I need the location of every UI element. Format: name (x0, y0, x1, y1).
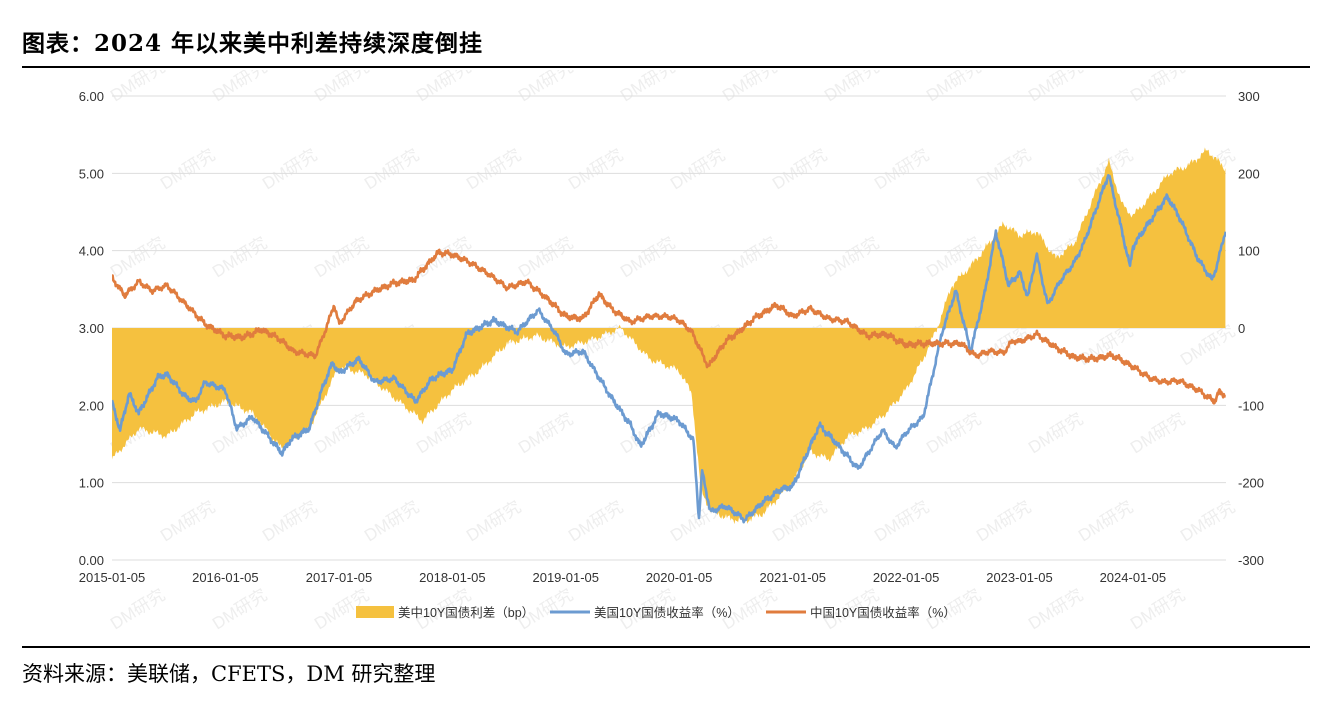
watermark-text: DM研究 (1177, 497, 1238, 545)
watermark-text: DM研究 (463, 145, 524, 193)
watermark-text: DM研究 (311, 233, 372, 281)
figure-source: 资料来源：美联储，CFETS，DM 研究整理 (22, 662, 436, 686)
left-axis-tick-label: 4.00 (79, 244, 104, 259)
watermark-text: DM研究 (719, 70, 780, 105)
left-axis-tick-label: 6.00 (79, 89, 104, 104)
watermark-text: DM研究 (259, 497, 320, 545)
watermark-text: DM研究 (209, 585, 270, 633)
legend-label: 美国10Y国债收益率（%） (594, 605, 740, 620)
watermark-text: DM研究 (667, 145, 728, 193)
watermark-text: DM研究 (515, 233, 576, 281)
left-axis-tick-label: 3.00 (79, 321, 104, 336)
legend-label: 中国10Y国债收益率（%） (810, 605, 956, 620)
x-axis-tick-label: 2021-01-05 (760, 570, 827, 585)
watermark-text: DM研究 (1025, 70, 1086, 105)
watermark-text: DM研究 (515, 409, 576, 457)
title-rule (22, 66, 1310, 68)
right-axis-tick-label: 0 (1238, 321, 1245, 336)
watermark-text: DM研究 (565, 145, 626, 193)
watermark-text: DM研究 (311, 70, 372, 105)
watermark-text: DM研究 (769, 145, 830, 193)
x-axis-tick-label: 2015-01-05 (79, 570, 146, 585)
x-axis-tick-label: 2016-01-05 (192, 570, 259, 585)
left-axis-tick-label: 0.00 (79, 553, 104, 568)
watermark-text: DM研究 (209, 233, 270, 281)
legend-swatch-spread (356, 606, 394, 618)
watermark-text: DM研究 (361, 497, 422, 545)
watermark-text: DM研究 (259, 145, 320, 193)
watermark-text: DM研究 (617, 70, 678, 105)
right-axis-tick-label: 300 (1238, 89, 1260, 104)
watermark-text: DM研究 (769, 497, 830, 545)
x-axis-tick-label: 2020-01-05 (646, 570, 713, 585)
watermark-text: DM研究 (973, 497, 1034, 545)
watermark-text: DM研究 (821, 70, 882, 105)
watermark-text: DM研究 (1127, 409, 1188, 457)
right-axis-tick-label: -300 (1238, 553, 1264, 568)
x-axis-tick-label: 2019-01-05 (532, 570, 599, 585)
watermark-text: DM研究 (923, 409, 984, 457)
watermark-text: DM研究 (157, 497, 218, 545)
watermark-text: DM研究 (1075, 497, 1136, 545)
watermark-text: DM研究 (1025, 585, 1086, 633)
us-yield-line (112, 174, 1226, 524)
watermark-text: DM研究 (565, 497, 626, 545)
watermark-text: DM研究 (1127, 585, 1188, 633)
watermark-text: DM研究 (719, 233, 780, 281)
legend: 美中10Y国债利差（bp） 美国10Y国债收益率（%） 中国10Y国债收益率（%） (356, 605, 956, 620)
watermark-text: DM研究 (311, 409, 372, 457)
left-axis-tick-label: 1.00 (79, 476, 104, 491)
spread-area (112, 147, 1226, 525)
x-axis-tick-label: 2024-01-05 (1100, 570, 1167, 585)
x-axis-tick-label: 2023-01-05 (986, 570, 1053, 585)
x-axis: 2015-01-05 2016-01-05 2017-01-05 2018-01-05… (79, 570, 1166, 585)
watermark-text: DM研究 (515, 70, 576, 105)
watermark-text: DM研究 (871, 497, 932, 545)
x-axis-tick-label: 2017-01-05 (306, 570, 373, 585)
source-rule (22, 646, 1310, 648)
watermark-text: DM研究 (463, 497, 524, 545)
figure-title: 图表：2024 年以来美中利差持续深度倒挂 (22, 30, 484, 57)
x-axis-tick-label: 2018-01-05 (419, 570, 486, 585)
watermark-text: DM研究 (617, 233, 678, 281)
plot-area (112, 147, 1226, 525)
legend-label: 美中10Y国债利差（bp） (398, 605, 534, 620)
watermark-text: DM研究 (361, 145, 422, 193)
left-axis-tick-label: 5.00 (79, 166, 104, 181)
watermark-text: DM研究 (107, 233, 168, 281)
spread-chart: DM研究 DM研究 DM研究 DM研究 DM研究 DM研究 DM研究 DM研究 DM研究 DM研究… (79, 70, 1264, 633)
watermark-text: DM研究 (821, 233, 882, 281)
watermark-text: DM研究 (413, 70, 474, 105)
right-axis-tick-label: 200 (1238, 166, 1260, 181)
watermark-text: DM研究 (871, 145, 932, 193)
watermark-text: DM研究 (107, 70, 168, 105)
watermark-text: DM研究 (1025, 409, 1086, 457)
watermark-text: DM研究 (923, 70, 984, 105)
watermark-text: DM研究 (107, 585, 168, 633)
right-y-axis: -300 -200 -100 0 100 200 300 (1238, 89, 1264, 568)
left-axis-tick-label: 2.00 (79, 398, 104, 413)
watermark-text: DM研究 (973, 145, 1034, 193)
watermark-text: DM研究 (1127, 70, 1188, 105)
cn-yield-line (112, 248, 1226, 405)
right-axis-tick-label: 100 (1238, 244, 1260, 259)
right-axis-tick-label: -100 (1238, 398, 1264, 413)
right-axis-tick-label: -200 (1238, 476, 1264, 491)
left-y-axis: 0.00 1.00 2.00 3.00 4.00 5.00 6.00 (79, 89, 104, 568)
watermark-text: DM研究 (209, 70, 270, 105)
watermark-text: DM研究 (157, 145, 218, 193)
x-axis-tick-label: 2022-01-05 (873, 570, 940, 585)
